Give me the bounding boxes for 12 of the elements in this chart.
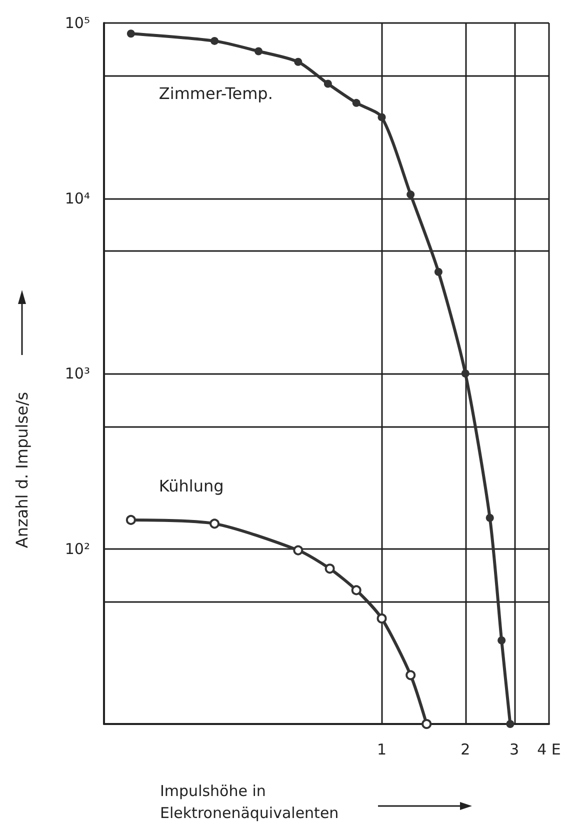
y-axis-title: Anzahl d. Impulse/s (12, 392, 32, 548)
x-tick-label: 4 E (537, 740, 561, 758)
x-tick-label: 3 (510, 740, 520, 758)
x-tick-label: 1 (376, 740, 387, 758)
series-label: Zimmer-Temp. (158, 84, 273, 104)
x-tick-label: 2 (460, 740, 470, 758)
y-tick-label: 10⁵ (64, 14, 90, 32)
y-tick-label: 10³ (64, 364, 90, 382)
series-label: Kühlung (158, 476, 224, 496)
y-tick-label: 10² (64, 540, 90, 558)
x-axis-title: Impulshöhe in Elektronenäquivalenten (160, 782, 339, 822)
y-tick-label: 10⁴ (64, 189, 90, 208)
